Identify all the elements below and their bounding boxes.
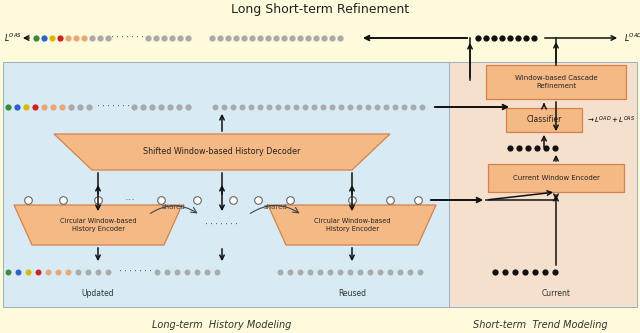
Polygon shape: [54, 134, 390, 170]
Text: Reused: Reused: [338, 288, 366, 297]
Text: Current Window Encoder: Current Window Encoder: [513, 175, 600, 181]
Polygon shape: [14, 205, 182, 245]
FancyBboxPatch shape: [488, 164, 624, 192]
Text: ···: ···: [125, 195, 136, 205]
Text: shared: shared: [162, 204, 186, 210]
Text: ·······: ·······: [95, 103, 131, 112]
Text: Long Short-term Refinement: Long Short-term Refinement: [231, 3, 409, 16]
Bar: [3, 62, 449, 307]
Text: Circular Window-based
History Encoder: Circular Window-based History Encoder: [314, 218, 390, 232]
Text: Circular Window-based
History Encoder: Circular Window-based History Encoder: [60, 218, 136, 232]
Text: $\rightarrow \mathit{L}^{OAD} + \mathit{L}^{OAS}$: $\rightarrow \mathit{L}^{OAD} + \mathit{…: [586, 114, 636, 126]
Text: shared: shared: [264, 204, 288, 210]
Text: Classifier: Classifier: [526, 116, 562, 125]
Polygon shape: [268, 205, 436, 245]
Text: $\mathit{L}^{OAD}$: $\mathit{L}^{OAD}$: [624, 32, 640, 44]
Text: ·······: ·······: [109, 34, 145, 43]
Bar: [449, 62, 637, 307]
Text: Shifted Window-based History Decoder: Shifted Window-based History Decoder: [143, 148, 301, 157]
Text: Updated: Updated: [82, 288, 115, 297]
FancyBboxPatch shape: [486, 65, 626, 99]
Text: Current: Current: [541, 288, 570, 297]
Text: ·······: ·······: [205, 220, 239, 229]
Text: ·······: ·······: [118, 267, 152, 276]
FancyBboxPatch shape: [506, 108, 582, 132]
Text: Window-based Cascade
Refinement: Window-based Cascade Refinement: [515, 75, 597, 89]
Text: Short-term  Trend Modeling: Short-term Trend Modeling: [473, 320, 607, 330]
Text: Long-term  History Modeling: Long-term History Modeling: [152, 320, 292, 330]
Text: $\mathit{L}^{OAS}$: $\mathit{L}^{OAS}$: [4, 32, 22, 44]
